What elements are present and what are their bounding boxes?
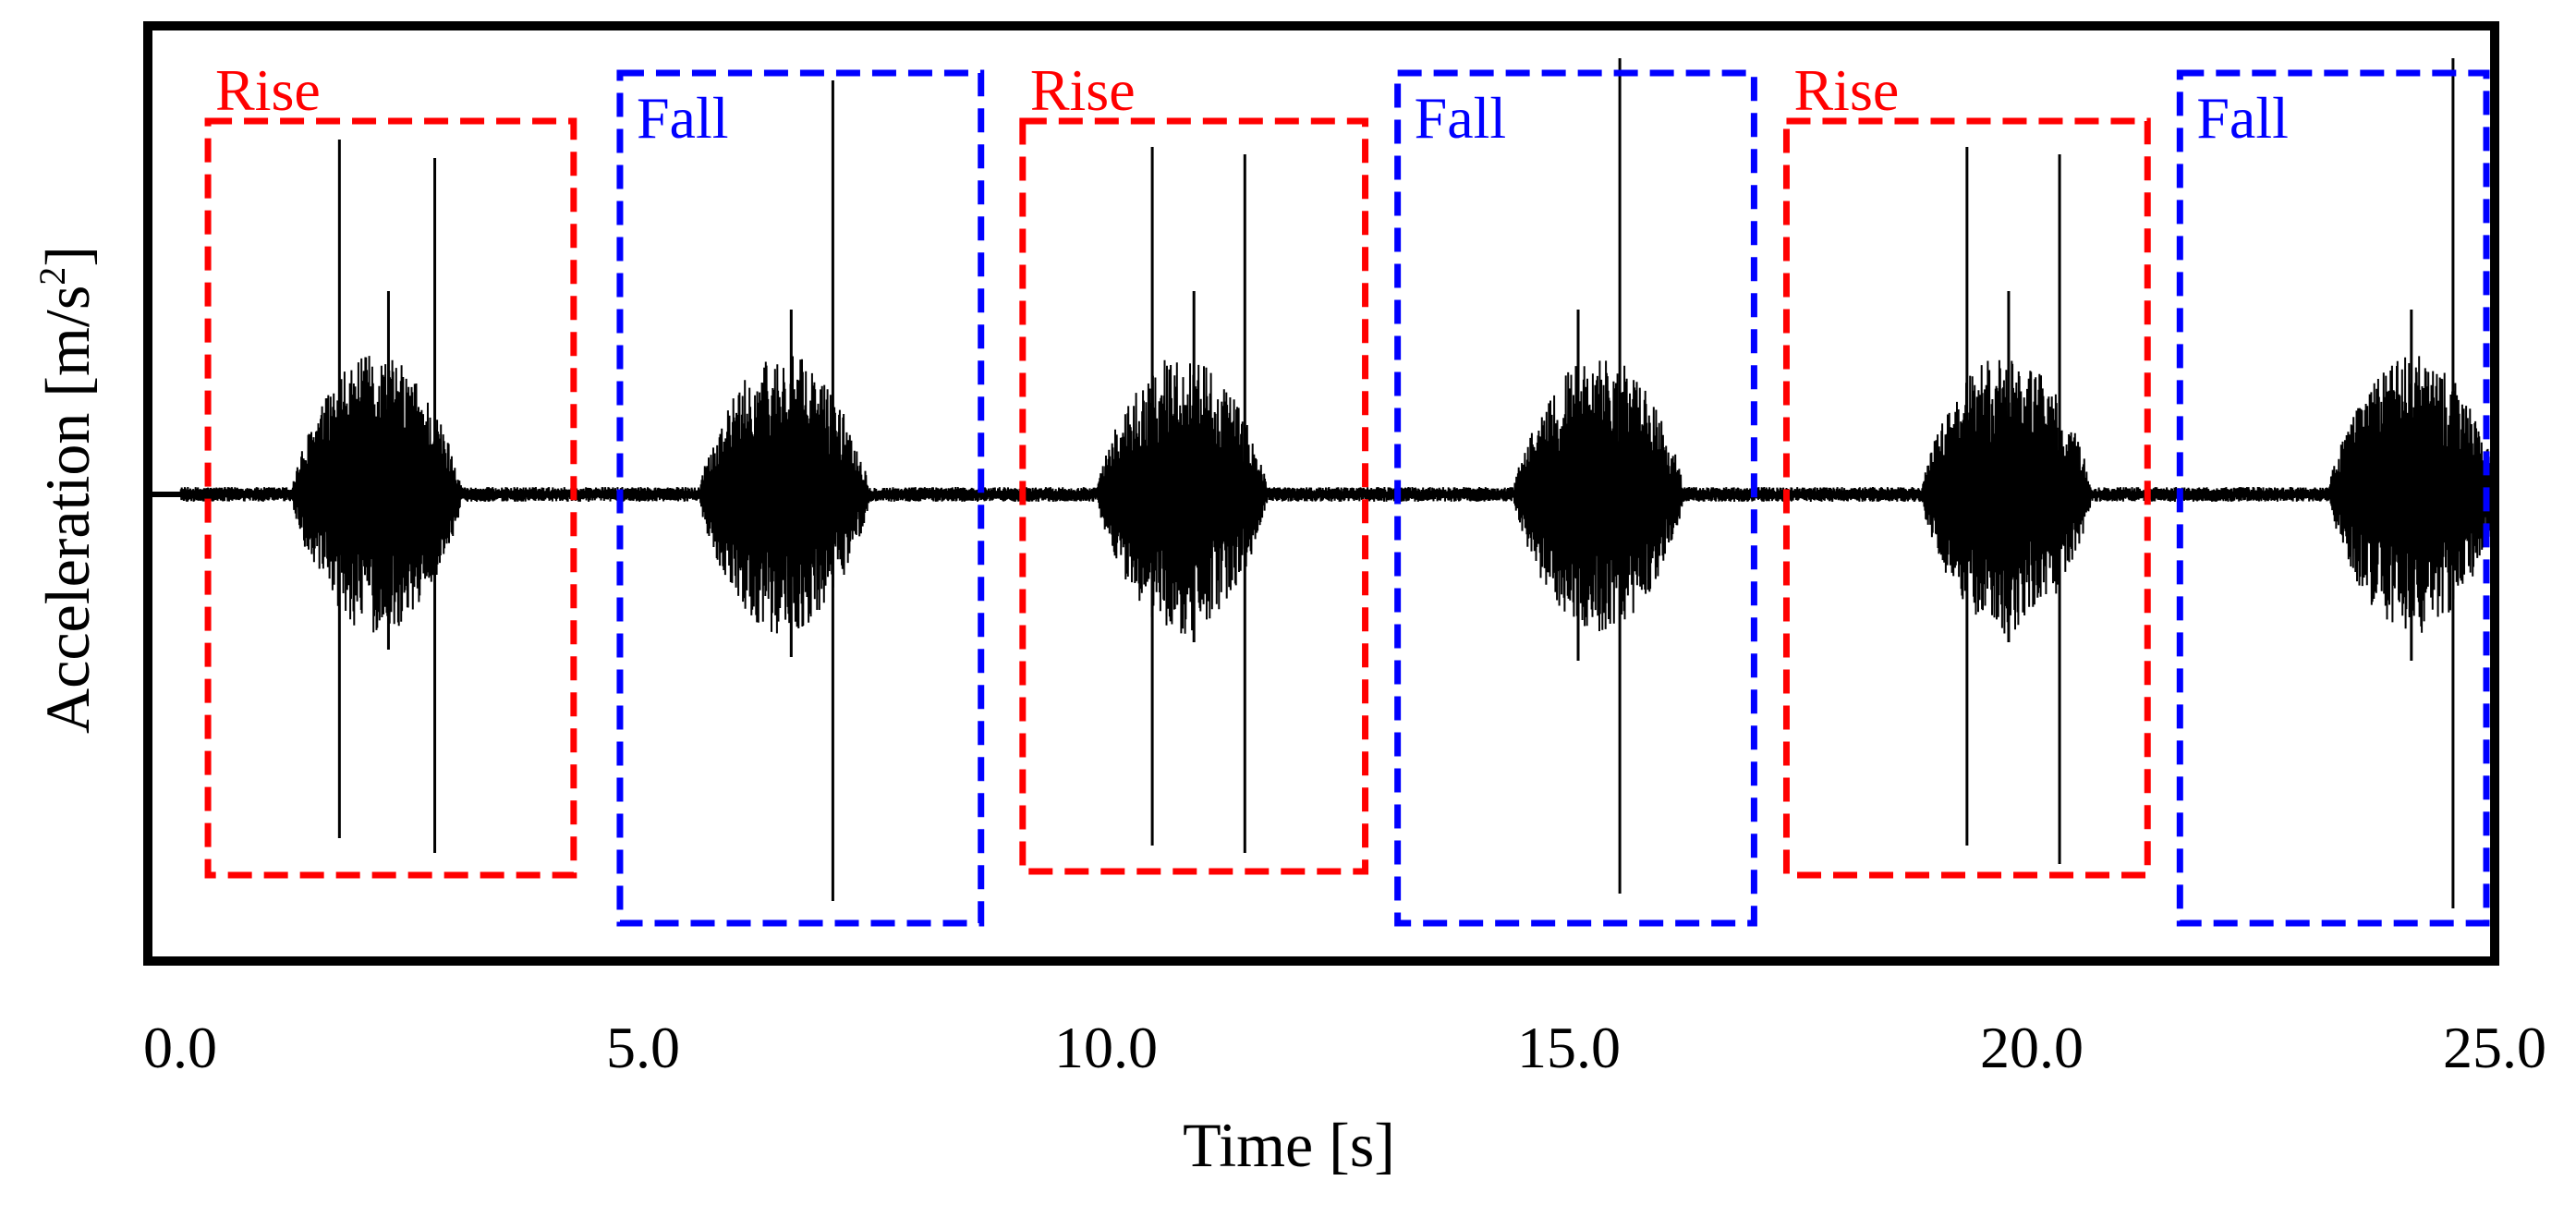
region-label-fall-6: Fall (2196, 85, 2289, 151)
region-label-rise-3: Rise (1030, 57, 1136, 123)
y-axis-title-sup: 2 (31, 267, 73, 286)
x-tick-labels: 0.0 5.0 10.0 15.0 20.0 25.0 (143, 1015, 2546, 1080)
y-axis-title-close: ] (32, 246, 103, 267)
region-box-fall-2 (616, 69, 985, 927)
x-axis-title: Time [s] (1183, 1110, 1395, 1180)
region-label-fall-4: Fall (1415, 85, 1507, 151)
y-axis-title-main: Acceleration [m/s (32, 286, 103, 734)
x-tick-label-20.0: 20.0 (1980, 1015, 2084, 1080)
region-box-rise-3 (1019, 117, 1369, 875)
region-label-rise-5: Rise (1793, 57, 1899, 123)
y-axis-title: Acceleration [m/s2] (31, 246, 103, 734)
x-tick-label-5.0: 5.0 (606, 1015, 680, 1080)
region-label-rise-1: Rise (215, 57, 321, 123)
region-box-rise-5 (1782, 117, 2151, 879)
region-box-fall-6 (2176, 69, 2490, 927)
x-tick-label-10.0: 10.0 (1054, 1015, 1158, 1080)
x-tick-label-0.0: 0.0 (143, 1015, 217, 1080)
x-tick-label-15.0: 15.0 (1517, 1015, 1621, 1080)
x-tick-label-25.0: 25.0 (2443, 1015, 2546, 1080)
regions-layer: Rise Fall Rise Fall Rise Fall (204, 57, 2490, 927)
series-layer (152, 58, 2496, 908)
region-label-fall-2: Fall (637, 85, 729, 151)
plot-frame (143, 21, 2499, 966)
region-box-fall-4 (1394, 69, 1757, 927)
series-line-acceleration (179, 356, 2496, 634)
region-box-rise-1 (204, 117, 577, 879)
